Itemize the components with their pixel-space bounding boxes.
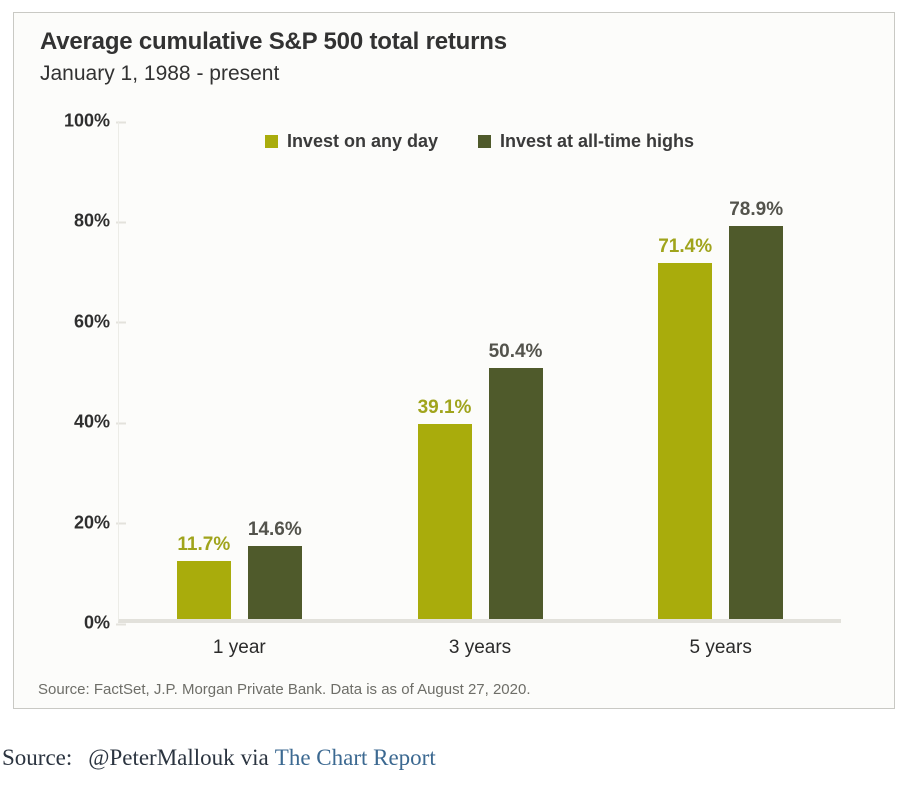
y-tick-label: 80% — [73, 210, 127, 231]
plot-area: 11.7% 14.6% 1 year 39.1% 50.4% 3 years 71.4% 78… — [118, 121, 841, 658]
bar: 39.1% — [417, 397, 472, 619]
legend-item: Invest on any day — [264, 131, 438, 152]
bar: 14.6% — [247, 519, 302, 619]
chart-card: Average cumulative S&P 500 total returns… — [13, 12, 895, 709]
bar-group: 11.7% 14.6% 1 year — [119, 121, 360, 658]
bar-value-label: 78.9% — [729, 199, 784, 221]
bar-group: 71.4% 78.9% 5 years — [600, 121, 841, 658]
source-note: Source: FactSet, J.P. Morgan Private Ban… — [38, 681, 531, 698]
bar-value-label: 71.4% — [658, 236, 713, 258]
caption-source-label: Source: — [2, 745, 73, 770]
legend-item: Invest at all-time highs — [478, 131, 694, 152]
caption-handle-link[interactable]: @PeterMallouk — [88, 745, 235, 770]
y-tick-label: 20% — [73, 512, 127, 533]
chart-title: Average cumulative S&P 500 total returns — [40, 28, 507, 55]
chart-subtitle: January 1, 1988 - present — [40, 62, 280, 85]
bar: 11.7% — [176, 534, 231, 619]
legend-swatch-icon — [264, 135, 278, 148]
legend-label: Invest at all-time highs — [500, 131, 695, 151]
bar: 50.4% — [488, 341, 543, 619]
caption: Source: @PeterMallouk via The Chart Report — [2, 745, 436, 771]
bar: 78.9% — [729, 199, 784, 619]
bar: 71.4% — [658, 236, 713, 619]
bar-group: 39.1% 50.4% 3 years — [360, 121, 601, 658]
y-tick-label: 0% — [83, 612, 127, 633]
legend-label: Invest on any day — [286, 131, 438, 151]
y-axis: 0% 20% 40% 60% 80% 100% — [14, 111, 127, 633]
legend: Invest on any day Invest at all-time high… — [118, 131, 841, 152]
legend-swatch-icon — [478, 135, 491, 148]
category-label: 1 year — [212, 637, 266, 658]
bar-value-label: 50.4% — [488, 341, 543, 363]
caption-via-text: via — [240, 745, 269, 770]
y-tick-label: 100% — [63, 110, 127, 131]
category-label: 3 years — [448, 637, 512, 658]
bar-value-label: 11.7% — [177, 533, 231, 555]
bar-value-label: 14.6% — [247, 519, 302, 541]
category-label: 5 years — [689, 637, 752, 658]
bar-value-label: 39.1% — [417, 397, 472, 419]
caption-chart-report-link[interactable]: The Chart Report — [274, 745, 436, 770]
y-tick-label: 40% — [73, 411, 127, 432]
y-tick-label: 60% — [73, 311, 127, 332]
